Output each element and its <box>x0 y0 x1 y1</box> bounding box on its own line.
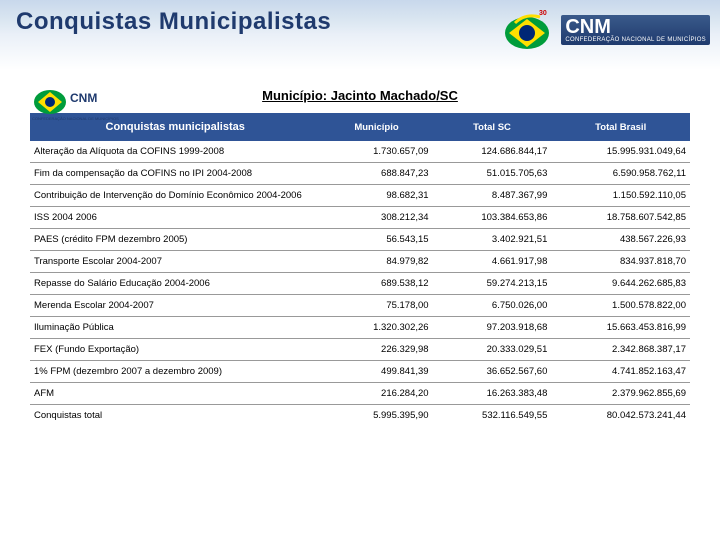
row-value: 8.487.367,99 <box>433 185 552 207</box>
row-label: ISS 2004 2006 <box>30 207 320 229</box>
row-value: 98.682,31 <box>320 185 432 207</box>
row-value: 1.500.578.822,00 <box>551 295 690 317</box>
row-value: 9.644.262.685,83 <box>551 273 690 295</box>
table-row: Alteração da Alíquota da COFINS 1999-200… <box>30 141 690 163</box>
row-value: 6.590.958.762,11 <box>551 163 690 185</box>
row-value: 5.995.395,90 <box>320 405 432 427</box>
col-header-sc: Total SC <box>433 113 552 141</box>
row-value: 16.263.383,48 <box>433 383 552 405</box>
row-value: 75.178,00 <box>320 295 432 317</box>
table-row: Iluminação Pública1.320.302,2697.203.918… <box>30 317 690 339</box>
row-label: Merenda Escolar 2004-2007 <box>30 295 320 317</box>
table-row: Contribuição de Intervenção do Domínio E… <box>30 185 690 207</box>
row-value: 51.015.705,63 <box>433 163 552 185</box>
col-header-municipio: Município <box>320 113 432 141</box>
row-label: Iluminação Pública <box>30 317 320 339</box>
row-value: 308.212,34 <box>320 207 432 229</box>
cnm-logo-text: CNM CONFEDERAÇÃO NACIONAL DE MUNICÍPIOS <box>561 15 710 45</box>
cnm-logo-subtitle: CONFEDERAÇÃO NACIONAL DE MUNICÍPIOS <box>565 37 706 43</box>
row-value: 97.203.918,68 <box>433 317 552 339</box>
table-row: Merenda Escolar 2004-200775.178,006.750.… <box>30 295 690 317</box>
row-label: Repasse do Salário Educação 2004-2006 <box>30 273 320 295</box>
row-value: 834.937.818,70 <box>551 251 690 273</box>
table-row: PAES (crédito FPM dezembro 2005)56.543,1… <box>30 229 690 251</box>
row-value: 689.538,12 <box>320 273 432 295</box>
row-value: 1.730.657,09 <box>320 141 432 163</box>
row-value: 216.284,20 <box>320 383 432 405</box>
svg-text:30: 30 <box>539 10 547 17</box>
row-value: 15.663.453.816,99 <box>551 317 690 339</box>
header-bar: Conquistas Municipalistas 30 CNM CONFEDE… <box>0 0 720 70</box>
row-label: Transporte Escolar 2004-2007 <box>30 251 320 273</box>
cnm-logo-small: CNM CONFEDERAÇÃO NACIONAL DE MUNICÍPIOS <box>30 82 120 122</box>
row-value: 2.342.868.387,17 <box>551 339 690 361</box>
row-value: 532.116.549,55 <box>433 405 552 427</box>
table-row: FEX (Fundo Exportação)226.329,9820.333.0… <box>30 339 690 361</box>
table-body: Alteração da Alíquota da COFINS 1999-200… <box>30 141 690 426</box>
table-row: Transporte Escolar 2004-200784.979,824.6… <box>30 251 690 273</box>
svg-text:CONFEDERAÇÃO NACIONAL DE MUNIC: CONFEDERAÇÃO NACIONAL DE MUNICÍPIOS <box>32 116 119 121</box>
row-value: 3.402.921,51 <box>433 229 552 251</box>
subtitle: Município: Jacinto Machado/SC <box>262 88 458 103</box>
row-label: 1% FPM (dezembro 2007 a dezembro 2009) <box>30 361 320 383</box>
brazil-flag-icon: 30 <box>495 5 555 55</box>
table-row: 1% FPM (dezembro 2007 a dezembro 2009)49… <box>30 361 690 383</box>
cnm-logo-top: 30 CNM CONFEDERAÇÃO NACIONAL DE MUNICÍPI… <box>495 5 710 55</box>
table-row: AFM216.284,2016.263.383,482.379.962.855,… <box>30 383 690 405</box>
row-value: 226.329,98 <box>320 339 432 361</box>
row-value: 56.543,15 <box>320 229 432 251</box>
table-row: Conquistas total5.995.395,90532.116.549,… <box>30 405 690 427</box>
row-value: 499.841,39 <box>320 361 432 383</box>
row-value: 2.379.962.855,69 <box>551 383 690 405</box>
row-value: 84.979,82 <box>320 251 432 273</box>
row-value: 18.758.607.542,85 <box>551 207 690 229</box>
conquistas-table: Conquistas municipalistas Município Tota… <box>30 113 690 426</box>
row-value: 80.042.573.241,44 <box>551 405 690 427</box>
row-value: 4.661.917,98 <box>433 251 552 273</box>
row-value: 103.384.653,86 <box>433 207 552 229</box>
row-value: 15.995.931.049,64 <box>551 141 690 163</box>
row-value: 1.150.592.110,05 <box>551 185 690 207</box>
row-label: Contribuição de Intervenção do Domínio E… <box>30 185 320 207</box>
cnm-logo-name: CNM <box>565 17 706 37</box>
row-label: PAES (crédito FPM dezembro 2005) <box>30 229 320 251</box>
row-label: FEX (Fundo Exportação) <box>30 339 320 361</box>
row-value: 4.741.852.163,47 <box>551 361 690 383</box>
svg-text:CNM: CNM <box>70 91 97 105</box>
table-row: Repasse do Salário Educação 2004-2006689… <box>30 273 690 295</box>
row-value: 6.750.026,00 <box>433 295 552 317</box>
content-area: CNM CONFEDERAÇÃO NACIONAL DE MUNICÍPIOS … <box>0 88 720 426</box>
row-value: 20.333.029,51 <box>433 339 552 361</box>
row-label: Conquistas total <box>30 405 320 427</box>
table-row: Fim da compensação da COFINS no IPI 2004… <box>30 163 690 185</box>
col-header-brasil: Total Brasil <box>551 113 690 141</box>
row-label: Fim da compensação da COFINS no IPI 2004… <box>30 163 320 185</box>
row-value: 438.567.226,93 <box>551 229 690 251</box>
row-label: Alteração da Alíquota da COFINS 1999-200… <box>30 141 320 163</box>
row-value: 124.686.844,17 <box>433 141 552 163</box>
row-label: AFM <box>30 383 320 405</box>
row-value: 36.652.567,60 <box>433 361 552 383</box>
table-row: ISS 2004 2006308.212,34103.384.653,8618.… <box>30 207 690 229</box>
row-value: 688.847,23 <box>320 163 432 185</box>
table-header-row: Conquistas municipalistas Município Tota… <box>30 113 690 141</box>
row-value: 1.320.302,26 <box>320 317 432 339</box>
row-value: 59.274.213,15 <box>433 273 552 295</box>
subtitle-row: CNM CONFEDERAÇÃO NACIONAL DE MUNICÍPIOS … <box>30 88 690 103</box>
